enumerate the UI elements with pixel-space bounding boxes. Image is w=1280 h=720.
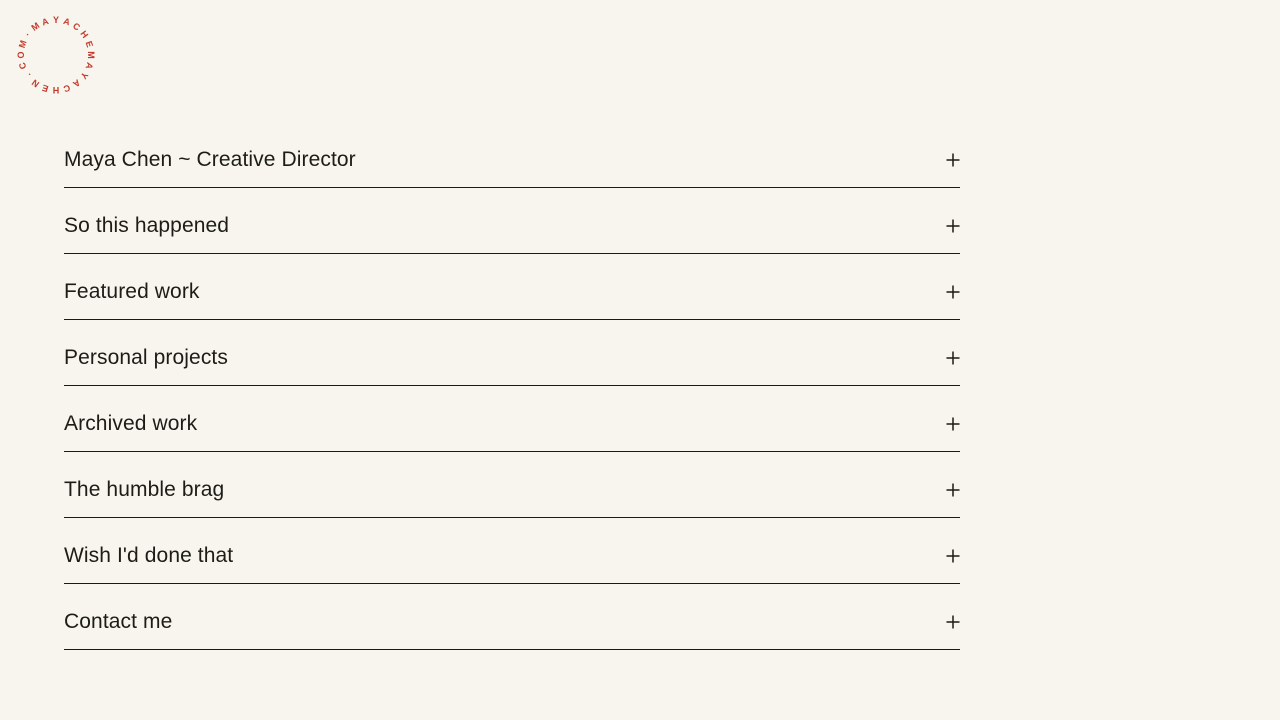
accordion-item-so-this-happened[interactable]: So this happened (64, 188, 960, 254)
accordion-item-wish-id-done-that[interactable]: Wish I'd done that (64, 518, 960, 584)
accordion-item-the-humble-brag[interactable]: The humble brag (64, 452, 960, 518)
svg-text:M: M (17, 39, 29, 49)
accordion-item-label: So this happened (64, 214, 230, 237)
accordion-item-archived-work[interactable]: Archived work (64, 386, 960, 452)
svg-text:.: . (23, 72, 33, 80)
plus-icon (946, 219, 960, 233)
accordion-item-label: Wish I'd done that (64, 544, 234, 567)
svg-text:C: C (71, 21, 83, 33)
accordion-item-label: Maya Chen ~ Creative Director (64, 148, 356, 171)
plus-icon (946, 153, 960, 167)
svg-text:A: A (62, 16, 72, 28)
plus-icon (946, 351, 960, 365)
plus-icon (946, 615, 960, 629)
svg-text:O: O (16, 51, 26, 58)
accordion-item-label: Contact me (64, 610, 173, 633)
svg-text:H: H (78, 29, 90, 40)
accordion-item-label: Personal projects (64, 346, 228, 369)
accordion-menu: Maya Chen ~ Creative Director So this ha… (64, 122, 960, 650)
plus-icon (946, 285, 960, 299)
site-logo[interactable]: M A Y A C H E M A Y A C H E N. C O M · (0, 0, 112, 110)
plus-icon (946, 549, 960, 563)
svg-text:M: M (86, 51, 96, 59)
accordion-item-maya-chen-creative-director[interactable]: Maya Chen ~ Creative Director (64, 122, 960, 188)
accordion-item-contact-me[interactable]: Contact me (64, 584, 960, 650)
svg-text:·: · (23, 30, 33, 38)
svg-text:H: H (53, 85, 60, 95)
accordion-item-personal-projects[interactable]: Personal projects (64, 320, 960, 386)
svg-text:C: C (17, 61, 29, 71)
accordion-item-label: Archived work (64, 412, 198, 435)
plus-icon (946, 417, 960, 431)
svg-text:A: A (71, 77, 83, 89)
svg-text:N: N (30, 77, 41, 89)
svg-text:Y: Y (53, 15, 59, 25)
svg-text:C: C (62, 83, 72, 95)
svg-text:A: A (41, 16, 51, 28)
svg-text:E: E (41, 83, 50, 94)
plus-icon (946, 483, 960, 497)
accordion-item-label: The humble brag (64, 478, 225, 501)
svg-text:E: E (84, 40, 95, 49)
accordion-item-label: Featured work (64, 280, 200, 303)
svg-text:Y: Y (79, 70, 91, 81)
accordion-item-featured-work[interactable]: Featured work (64, 254, 960, 320)
svg-text:M: M (29, 20, 41, 32)
svg-text:A: A (83, 61, 95, 71)
